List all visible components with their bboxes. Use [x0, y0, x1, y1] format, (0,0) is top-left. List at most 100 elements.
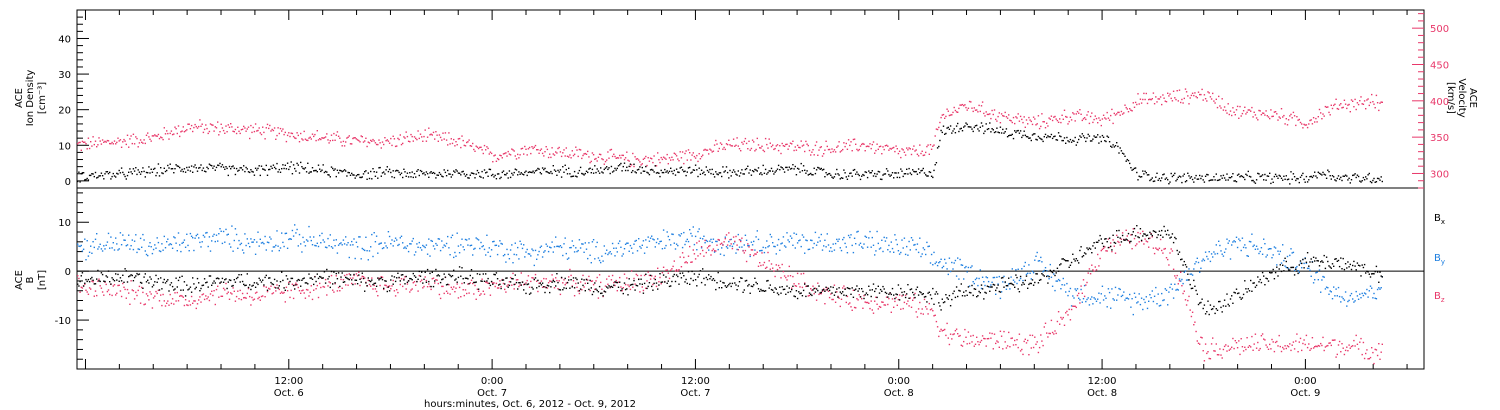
by-point — [1265, 256, 1267, 258]
density-point — [160, 167, 162, 169]
density-point — [447, 169, 449, 172]
velocity-point — [333, 132, 335, 135]
velocity-point — [1079, 109, 1081, 111]
by-point — [425, 244, 428, 246]
density-point — [404, 171, 406, 173]
density-point — [1283, 175, 1285, 177]
bz-point — [776, 268, 779, 271]
density-point — [684, 170, 686, 172]
by-point — [300, 243, 302, 245]
by-point — [839, 247, 841, 249]
by-point — [117, 249, 119, 251]
density-point — [753, 170, 755, 173]
velocity-point — [1320, 112, 1322, 114]
by-point — [107, 232, 110, 235]
by-point — [158, 250, 161, 252]
density-point — [1137, 179, 1139, 181]
bz-point — [998, 346, 1000, 348]
velocity-point — [444, 132, 447, 134]
bz-point — [1075, 306, 1077, 309]
by-point — [156, 237, 158, 239]
density-point — [362, 173, 365, 175]
velocity-point — [912, 148, 914, 150]
bz-point — [296, 283, 298, 286]
bz-point — [458, 286, 461, 289]
velocity-point — [462, 139, 464, 142]
bz-point — [155, 290, 157, 293]
by-point — [920, 255, 922, 258]
by-point — [933, 251, 935, 254]
density-point — [1231, 176, 1233, 178]
density-point — [838, 174, 840, 176]
bz-point — [1099, 257, 1101, 260]
bz-point — [358, 271, 360, 273]
density-point — [467, 177, 469, 179]
bx-point — [98, 280, 100, 282]
velocity-point — [428, 127, 430, 129]
velocity-point — [929, 144, 932, 146]
by-point — [410, 243, 412, 245]
bz-point — [926, 308, 928, 310]
by-point — [435, 242, 437, 245]
bz-point — [129, 303, 131, 305]
density-point — [878, 171, 881, 173]
bz-point — [90, 288, 92, 290]
velocity-point — [239, 132, 241, 135]
bz-point — [520, 272, 522, 274]
density-point — [558, 171, 560, 173]
density-point — [672, 172, 674, 175]
velocity-point — [109, 142, 111, 145]
bx-point — [171, 285, 174, 288]
velocity-point — [909, 148, 911, 150]
density-point — [421, 170, 423, 173]
bz-point — [849, 302, 851, 304]
density-point — [777, 164, 780, 167]
density-point — [1255, 179, 1258, 181]
density-point — [124, 175, 126, 178]
velocity-point — [1263, 112, 1265, 114]
velocity-point — [1150, 99, 1152, 101]
velocity-point — [566, 155, 569, 157]
bx-point — [406, 281, 409, 283]
by-point — [843, 236, 845, 239]
by-point — [766, 240, 768, 242]
bz-point — [716, 244, 718, 246]
density-point — [513, 171, 515, 174]
bz-point — [481, 278, 483, 280]
by-point — [623, 248, 626, 250]
bz-point — [537, 290, 539, 293]
bz-point — [1054, 330, 1056, 332]
bx-point — [310, 277, 312, 279]
velocity-point — [539, 149, 541, 152]
velocity-point — [584, 152, 586, 155]
velocity-point — [498, 158, 500, 161]
bz-point — [1034, 336, 1036, 338]
density-point — [374, 175, 377, 177]
by-point — [540, 245, 543, 247]
b-axis-label-line3: [nT] — [37, 270, 48, 290]
bz-point — [415, 284, 417, 286]
bx-point — [234, 281, 237, 283]
density-point — [506, 172, 508, 174]
velocity-point — [1183, 97, 1185, 100]
density-point — [339, 169, 341, 172]
by-point — [802, 236, 805, 238]
bx-point — [327, 278, 329, 280]
velocity-point — [719, 142, 722, 144]
bz-point — [887, 303, 889, 306]
bx-point — [481, 280, 483, 282]
by-point — [1263, 238, 1265, 240]
velocity-point — [443, 138, 445, 140]
by-point — [849, 236, 851, 239]
velocity-point — [543, 155, 545, 157]
velocity-point — [105, 141, 107, 143]
by-point — [1352, 298, 1354, 300]
velocity-point — [496, 157, 499, 160]
density-point — [151, 171, 154, 173]
density-point — [859, 178, 862, 181]
by-point — [1270, 248, 1272, 250]
velocity-point — [1304, 124, 1306, 126]
bx-point — [430, 285, 432, 288]
bz-point — [1010, 337, 1012, 340]
density-point — [981, 125, 984, 127]
